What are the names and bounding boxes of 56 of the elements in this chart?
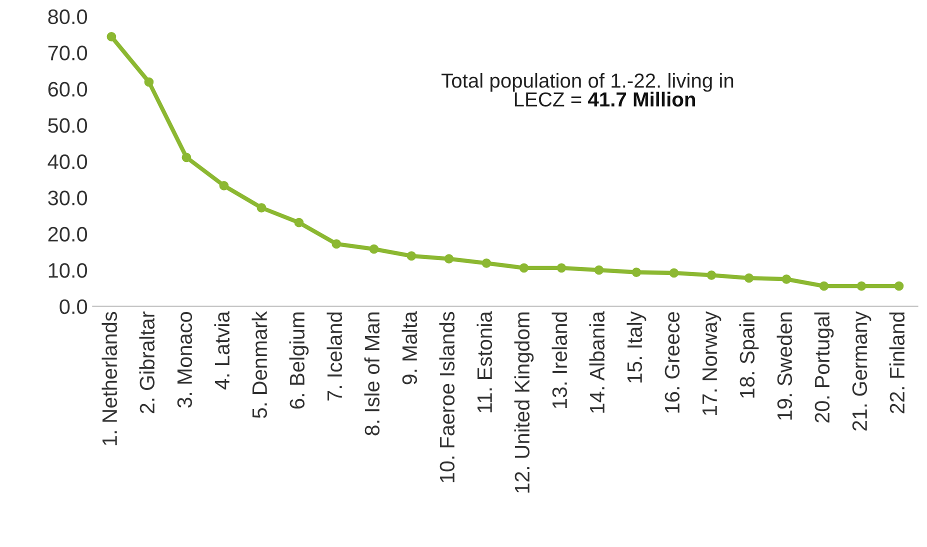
x-tick-label: 2. Gibraltar <box>139 312 155 414</box>
point <box>556 263 566 273</box>
point <box>594 265 604 275</box>
y-tick-label: 80.0 <box>48 9 88 24</box>
point <box>706 270 716 280</box>
point <box>782 274 792 284</box>
point <box>219 180 229 190</box>
point <box>406 251 416 261</box>
y-tick-label: 0.0 <box>60 299 88 314</box>
x-tick-label: 8. Isle of Man <box>364 312 380 436</box>
point <box>332 239 342 249</box>
point <box>856 281 866 291</box>
point <box>182 152 192 162</box>
x-tick-label: 3. Monaco <box>177 312 192 408</box>
x-tick-label: 4. Latvia <box>214 311 230 390</box>
x-tick-label: 6. Belgium <box>289 312 309 409</box>
x-tick-label: 13. Ireland <box>552 312 568 408</box>
annotation: 41.7 Million <box>588 92 696 107</box>
y-tick-label: 20.0 <box>48 226 88 242</box>
annotation: LECZ = <box>514 92 582 107</box>
point <box>144 77 154 87</box>
x-tick-label: 9. Malta <box>402 311 418 384</box>
x-tick-label: 18. Spain <box>739 312 759 398</box>
x-tick-label: 11. Estonia <box>476 311 492 412</box>
point <box>894 281 904 291</box>
point <box>369 244 379 254</box>
y-tick-label: 60.0 <box>48 82 88 97</box>
x-tick-label: 16. Greece <box>664 312 680 413</box>
y-tick-label: 10.0 <box>48 263 88 278</box>
x-tick-label: 21. Germany <box>852 311 872 431</box>
point <box>744 273 754 283</box>
y-tick-label: 30.0 <box>48 190 88 206</box>
point <box>256 203 266 212</box>
point <box>669 268 679 278</box>
y-tick-label: 50.0 <box>48 118 88 133</box>
x-tick-label: 22. Finland <box>889 312 905 414</box>
point <box>819 281 829 291</box>
x-tick-label: 15. Italy <box>626 311 646 383</box>
point <box>519 263 529 273</box>
point <box>106 32 116 42</box>
x-tick-label: 5. Denmark <box>252 311 268 418</box>
x-tick-label: 7. Iceland <box>326 312 342 400</box>
annotation: Total population of 1.-22. living in <box>442 73 734 92</box>
point <box>294 218 304 228</box>
x-tick-label: 20. Portugal <box>814 312 834 422</box>
x-tick-label: 17. Norway <box>702 311 722 415</box>
x-tick-label: 19. Sweden <box>776 312 792 420</box>
point <box>444 254 454 264</box>
x-tick-label: 10. Faeroe Islands <box>439 312 455 482</box>
point <box>482 258 492 268</box>
y-tick-label: 40.0 <box>48 154 88 170</box>
x-tick-label: 14. Albania <box>589 311 605 413</box>
point <box>632 268 642 277</box>
y-tick-label: 70.0 <box>48 46 88 60</box>
x-tick-label: 1. Netherlands <box>102 312 118 446</box>
x-tick-label: 12. United Kingdom <box>514 312 534 493</box>
